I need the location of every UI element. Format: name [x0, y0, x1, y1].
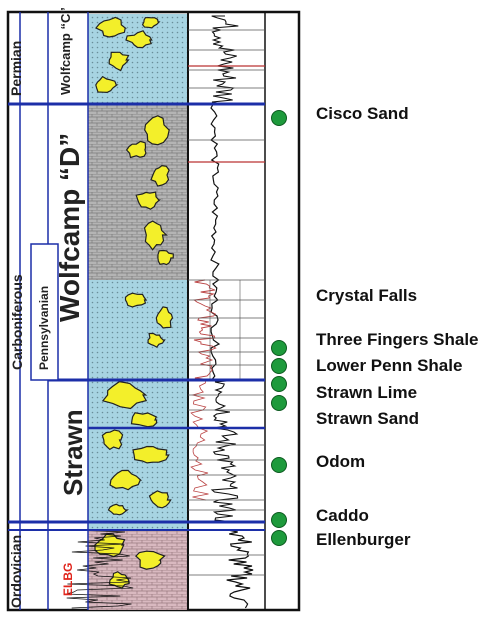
marker-label-lower-penn-shale: Lower Penn Shale	[316, 356, 463, 375]
marker-label-cisco-sand: Cisco Sand	[316, 104, 409, 123]
formation-label-wolfcamp-c: Wolfcamp “C”	[58, 7, 73, 95]
era-label-ordovician: Ordovician	[8, 534, 24, 608]
pennsylvanian-box	[30, 243, 59, 381]
marker-label-ellenburger: Ellenburger	[316, 530, 411, 549]
lithology-wolfcamp-d-upper	[88, 104, 188, 280]
marker-dot	[271, 376, 287, 392]
marker-dot	[271, 530, 287, 546]
era-label-permian: Permian	[8, 40, 24, 96]
formation-label-elbg: ELBG	[61, 562, 75, 596]
marker-dot	[271, 340, 287, 356]
marker-label-odom: Odom	[316, 452, 366, 471]
marker-label-three-fingers-shale: Three Fingers Shale	[316, 330, 479, 349]
period-label-pennsylvanian: Pennsylvanian	[37, 285, 51, 370]
marker-dot	[271, 395, 287, 411]
log-curves	[66, 15, 254, 609]
marker-dot	[271, 358, 287, 374]
marker-label-strawn-lime: Strawn Lime	[316, 383, 418, 402]
marker-dot	[271, 110, 287, 126]
marker-label-strawn-sand: Strawn Sand	[316, 409, 419, 428]
formation-label-wolfcamp-d: Wolfcamp “D”	[54, 132, 85, 322]
formation-label-strawn: Strawn	[58, 409, 88, 496]
era-label-carboniferous: Carboniferous	[9, 274, 25, 370]
marker-dots	[271, 110, 287, 546]
marker-dot	[271, 512, 287, 528]
marker-label-caddo: Caddo	[316, 506, 369, 525]
marker-dot	[271, 457, 287, 473]
marker-label-crystal-falls: Crystal Falls	[316, 286, 418, 305]
